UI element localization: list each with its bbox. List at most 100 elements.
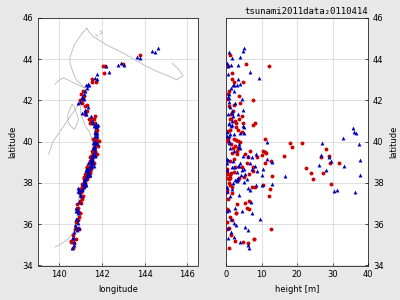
Point xyxy=(229,187,236,191)
Point xyxy=(85,82,91,87)
Point xyxy=(234,176,240,181)
Point xyxy=(228,109,235,114)
Point xyxy=(87,158,94,163)
Point xyxy=(83,82,89,87)
Point xyxy=(241,175,247,179)
Point xyxy=(227,194,234,198)
Point xyxy=(155,46,161,51)
Point xyxy=(83,176,89,181)
Point xyxy=(84,170,90,175)
Point xyxy=(257,217,263,222)
Point xyxy=(228,124,234,129)
Point xyxy=(73,206,79,210)
Point xyxy=(89,158,95,163)
Point xyxy=(230,158,237,163)
Point xyxy=(82,183,88,188)
Point xyxy=(73,225,79,230)
Point xyxy=(72,223,78,227)
Point xyxy=(250,165,256,170)
Point xyxy=(115,63,121,68)
Point xyxy=(234,179,240,184)
Point xyxy=(92,128,99,133)
Point xyxy=(226,180,232,185)
Point xyxy=(71,229,77,234)
Point xyxy=(236,145,242,149)
Point xyxy=(74,202,80,207)
Point xyxy=(76,188,82,193)
Point xyxy=(228,232,234,237)
Point xyxy=(93,124,100,129)
Point xyxy=(86,170,93,175)
Point xyxy=(94,72,100,77)
Point xyxy=(118,60,124,65)
Point xyxy=(237,146,243,151)
Point xyxy=(231,235,238,240)
Point xyxy=(93,142,99,147)
Point xyxy=(88,119,95,124)
Point xyxy=(259,183,266,188)
Point xyxy=(299,141,305,146)
Point xyxy=(228,142,234,147)
Point xyxy=(231,137,238,142)
Point xyxy=(77,199,84,204)
Point xyxy=(224,137,231,142)
Point xyxy=(92,121,98,125)
Point xyxy=(89,158,95,162)
Point xyxy=(81,175,88,180)
Point xyxy=(75,188,81,193)
Point xyxy=(229,184,235,189)
Point xyxy=(252,184,258,189)
Point xyxy=(70,243,77,248)
Point xyxy=(224,167,230,172)
Point xyxy=(93,125,99,130)
Point xyxy=(78,184,85,189)
Point xyxy=(318,141,325,146)
Point xyxy=(94,127,100,132)
Point xyxy=(84,86,90,91)
Point xyxy=(84,176,90,181)
Point xyxy=(87,173,93,178)
Point xyxy=(239,209,246,214)
Point xyxy=(225,72,232,77)
Point xyxy=(230,145,236,150)
Point xyxy=(254,168,260,173)
Point xyxy=(310,176,316,181)
Point xyxy=(80,179,87,184)
Point xyxy=(326,160,333,165)
Point xyxy=(357,172,363,177)
Point xyxy=(334,188,340,193)
Point xyxy=(247,70,253,75)
Point xyxy=(250,97,256,102)
Point xyxy=(86,165,93,170)
Point xyxy=(237,54,244,59)
Point xyxy=(266,64,272,69)
Point xyxy=(268,158,275,163)
Y-axis label: latitude: latitude xyxy=(389,126,398,158)
Point xyxy=(91,152,97,157)
Point xyxy=(82,109,88,114)
Point xyxy=(70,235,76,240)
Point xyxy=(224,190,230,195)
Point xyxy=(92,134,98,138)
Point xyxy=(243,177,250,182)
Point xyxy=(92,153,98,158)
Point xyxy=(237,101,244,106)
Point xyxy=(224,64,231,69)
Point xyxy=(234,177,241,182)
Point xyxy=(89,161,96,166)
Point xyxy=(96,139,102,143)
Point xyxy=(82,183,88,188)
Point xyxy=(88,167,94,172)
Point xyxy=(236,94,242,99)
Point xyxy=(67,239,74,244)
Point xyxy=(226,183,233,188)
X-axis label: longitude: longitude xyxy=(98,285,138,294)
Point xyxy=(94,151,100,156)
Point xyxy=(92,141,98,146)
Point xyxy=(227,116,233,121)
Point xyxy=(90,117,97,122)
Point xyxy=(242,172,248,176)
Point xyxy=(224,209,230,214)
Point xyxy=(228,117,234,122)
Point xyxy=(82,88,88,93)
